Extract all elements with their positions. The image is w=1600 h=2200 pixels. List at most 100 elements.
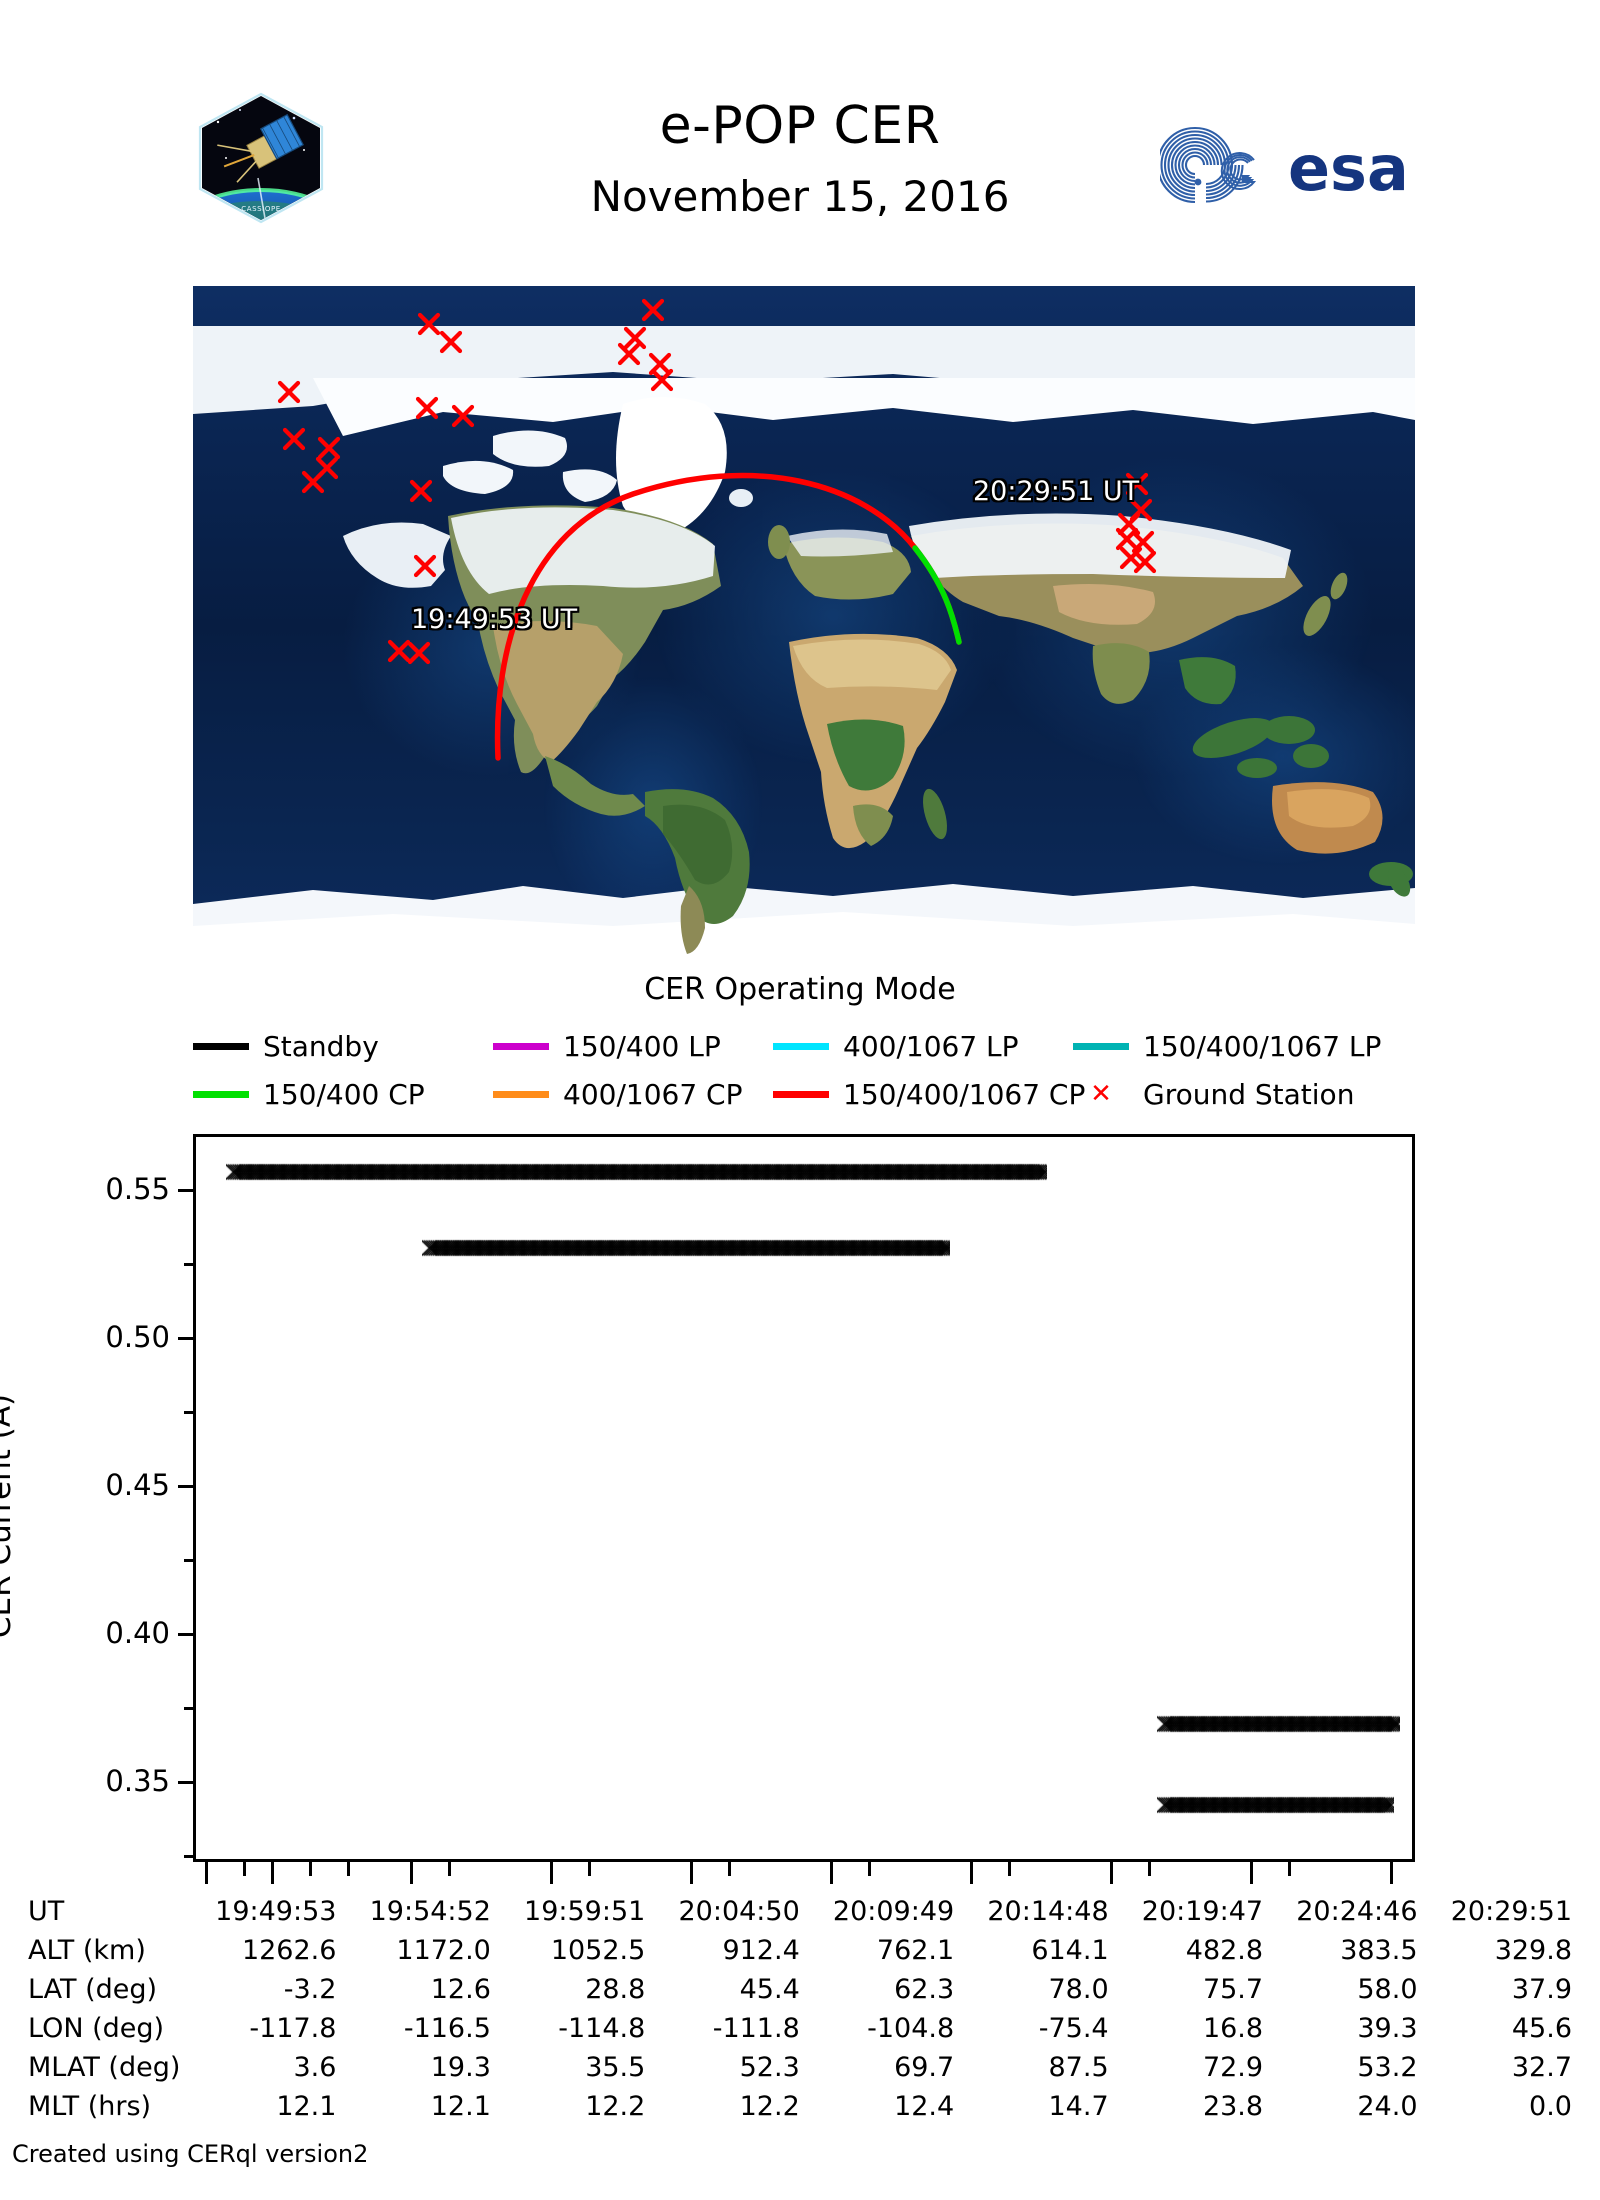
y-tick-label-0.50: 0.50 — [105, 1320, 170, 1354]
esa-logo: esa — [1156, 120, 1450, 210]
ephemeris-table: UT 19:49:53 19:54:52 19:59:51 20:04:50 2… — [28, 1892, 1588, 2126]
ground-station-markers — [277, 298, 1157, 665]
legend-item-150-400-lp[interactable]: 150/400 LP — [493, 1030, 773, 1063]
lon-2: -116.5 — [403, 2013, 491, 2044]
x-tick-16 — [1110, 1862, 1113, 1884]
x-tick-20 — [1390, 1862, 1393, 1884]
lon-1: -117.8 — [249, 2013, 337, 2044]
legend-item-ground-station[interactable]: ✕ Ground Station — [1073, 1078, 1354, 1111]
ground-station-x-icon: ✕ — [1090, 1079, 1112, 1109]
alt-8: 383.5 — [1340, 1935, 1418, 1966]
legend-title: CER Operating Mode — [644, 972, 956, 1007]
x-tick-6 — [410, 1862, 413, 1884]
ut-9: 20:29:51 — [1450, 1896, 1572, 1927]
x-tick-9 — [588, 1862, 591, 1876]
alt-2: 1172.0 — [396, 1935, 491, 1966]
table-row-alt: ALT (km) 1262.6 1172.0 1052.5 912.4 762.… — [28, 1931, 1588, 1970]
y-tick-0.35 — [178, 1781, 193, 1784]
lon-4: -111.8 — [712, 2013, 800, 2044]
legend-swatch-150-400-cp — [193, 1090, 249, 1098]
table-row-mlt: MLT (hrs) 12.1 12.1 12.2 12.2 12.4 14.7 … — [28, 2087, 1588, 2126]
x-tick-18 — [1250, 1862, 1253, 1884]
legend-item-400-1067-cp[interactable]: 400/1067 CP — [493, 1078, 773, 1111]
y-tick-label-0.55: 0.55 — [105, 1172, 170, 1206]
y-tick-0.55 — [178, 1189, 193, 1192]
ut-4: 20:04:50 — [678, 1896, 800, 1927]
lat-4: 45.4 — [739, 1974, 800, 2005]
x-tick-7 — [448, 1862, 451, 1876]
x-tick-8 — [550, 1862, 553, 1884]
mlat-7: 72.9 — [1202, 2052, 1264, 2083]
cer-current-plot[interactable] — [193, 1134, 1415, 1862]
legend-label-standby: Standby — [263, 1029, 379, 1063]
mlat-2: 19.3 — [430, 2052, 491, 2083]
esa-wordmark: esa — [1288, 132, 1409, 205]
x-tick-15 — [1008, 1862, 1011, 1876]
lat-5: 62.3 — [894, 1974, 955, 2005]
page-header: CASSIOPE e-POP CER November 15, 2016 — [0, 0, 1600, 270]
x-tick-1 — [205, 1862, 208, 1884]
mlt-1: 12.1 — [276, 2091, 337, 2122]
legend-swatch-150-400-lp — [493, 1042, 549, 1050]
x-tick-4 — [309, 1862, 312, 1876]
lon-3: -114.8 — [558, 2013, 646, 2044]
alt-5: 762.1 — [876, 1935, 955, 1966]
row-label-mlt: MLT (hrs) — [28, 2091, 152, 2122]
data-band-1 — [226, 1160, 1048, 1183]
legend-item-standby[interactable]: Standby — [193, 1030, 493, 1063]
y-tick-minor-0.525 — [184, 1263, 193, 1266]
y-tick-label-0.35: 0.35 — [105, 1764, 170, 1798]
legend-item-150-400-1067-lp[interactable]: 150/400/1067 LP — [1073, 1030, 1381, 1063]
lat-7: 75.7 — [1202, 1974, 1264, 2005]
mlt-9: 0.0 — [1529, 2091, 1572, 2122]
legend-item-400-1067-lp[interactable]: 400/1067 LP — [773, 1030, 1073, 1063]
orbit-track-150-400-cp — [912, 545, 962, 645]
legend-label-ground-station: Ground Station — [1143, 1077, 1355, 1111]
mlat-9: 32.7 — [1511, 2052, 1572, 2083]
row-label-lat: LAT (deg) — [28, 1974, 158, 2005]
mlt-8: 24.0 — [1357, 2091, 1418, 2122]
x-tick-2 — [243, 1862, 246, 1876]
alt-6: 614.1 — [1031, 1935, 1109, 1966]
data-band-3 — [1156, 1712, 1400, 1735]
alt-1: 1262.6 — [241, 1935, 337, 1966]
alt-7: 482.8 — [1185, 1935, 1264, 1966]
y-tick-label-0.40: 0.40 — [105, 1616, 170, 1650]
ut-6: 20:14:48 — [987, 1896, 1109, 1927]
alt-3: 1052.5 — [550, 1935, 646, 1966]
lon-7: 16.8 — [1202, 2013, 1264, 2044]
y-tick-minor-0.375 — [184, 1707, 193, 1710]
lat-1: -3.2 — [283, 1974, 337, 2005]
x-tick-5 — [347, 1862, 350, 1876]
legend-swatch-150-400-1067-lp — [1073, 1042, 1129, 1050]
x-tick-11 — [728, 1862, 731, 1876]
page-title: e-POP CER — [659, 96, 941, 156]
legend-label-150-400-1067-cp: 150/400/1067 CP — [843, 1077, 1086, 1111]
legend-label-150-400-lp: 150/400 LP — [563, 1029, 721, 1063]
mlat-5: 69.7 — [894, 2052, 955, 2083]
mlat-4: 52.3 — [739, 2052, 800, 2083]
cassiope-mission-logo: CASSIOPE — [196, 92, 326, 224]
alt-9: 329.8 — [1494, 1935, 1572, 1966]
y-tick-minor-0.475 — [184, 1411, 193, 1414]
legend-label-150-400-1067-lp: 150/400/1067 LP — [1143, 1029, 1382, 1063]
y-tick-0.45 — [178, 1485, 193, 1488]
svg-text:CASSIOPE: CASSIOPE — [241, 205, 281, 213]
cer-operating-mode-legend: Standby 150/400 LP 400/1067 LP 150/400/1… — [193, 1022, 1415, 1118]
legend-item-150-400-cp[interactable]: 150/400 CP — [193, 1078, 493, 1111]
title-block: e-POP CER November 15, 2016 — [400, 95, 1200, 227]
table-row-lat: LAT (deg) -3.2 12.6 28.8 45.4 62.3 78.0 … — [28, 1970, 1588, 2009]
x-tick-19 — [1288, 1862, 1291, 1876]
legend-row-2: 150/400 CP 400/1067 CP 150/400/1067 CP ✕… — [193, 1070, 1415, 1118]
mlat-3: 35.5 — [585, 2052, 646, 2083]
legend-swatch-400-1067-cp — [493, 1090, 549, 1098]
ut-3: 19:59:51 — [524, 1896, 646, 1927]
mlt-6: 14.7 — [1048, 2091, 1109, 2122]
world-map-panel[interactable]: 19:49:53 UT 20:29:51 UT — [193, 286, 1415, 966]
lon-5: -104.8 — [867, 2013, 955, 2044]
legend-item-150-400-1067-cp[interactable]: 150/400/1067 CP — [773, 1078, 1085, 1111]
legend-swatch-400-1067-lp — [773, 1042, 829, 1050]
lat-2: 12.6 — [430, 1974, 491, 2005]
mlt-3: 12.2 — [585, 2091, 646, 2122]
ut-2: 19:54:52 — [369, 1896, 491, 1927]
